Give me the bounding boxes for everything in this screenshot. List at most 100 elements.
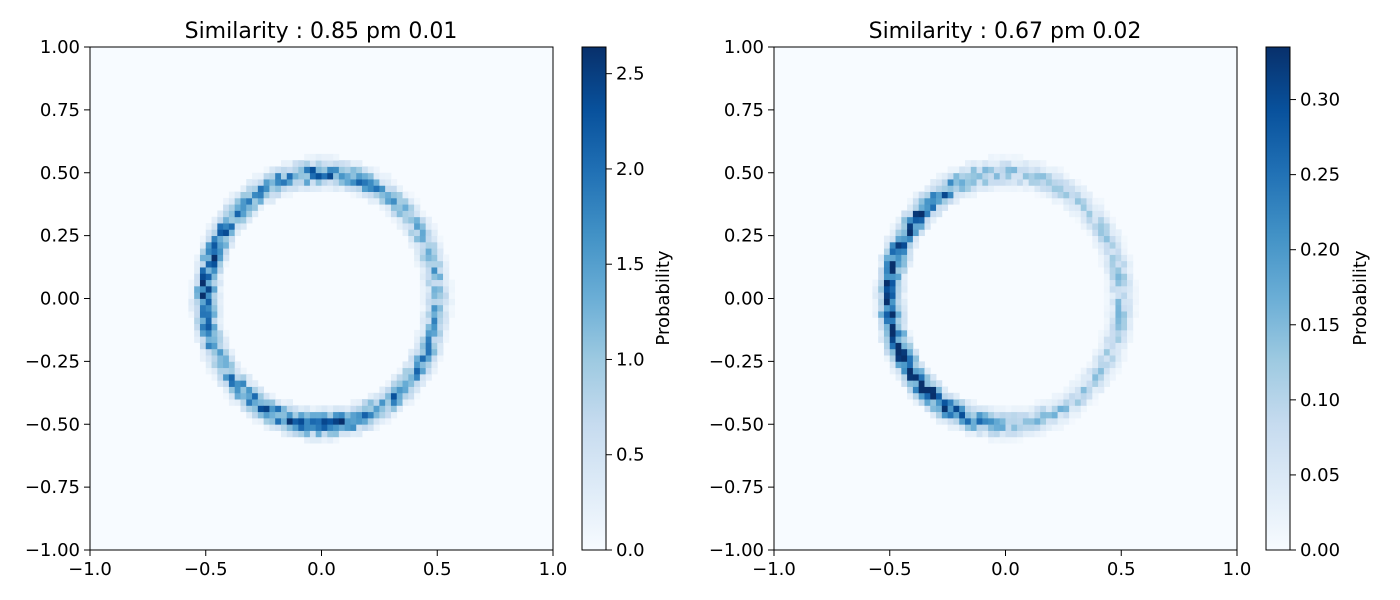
heatmap-cell — [930, 373, 937, 381]
heatmap-cell — [223, 223, 230, 230]
x-tick-label: −0.5 — [868, 559, 912, 580]
heatmap-cell — [889, 323, 896, 331]
y-tick-label: 0.75 — [724, 100, 764, 121]
heatmap-cell — [385, 172, 392, 180]
heatmap-cell — [263, 411, 270, 419]
heatmap-cell — [390, 179, 398, 186]
heatmap-cell — [1098, 361, 1105, 369]
heatmap-cell — [1115, 304, 1122, 312]
heatmap-cell — [1022, 172, 1030, 180]
heatmap-cell — [327, 166, 334, 174]
heatmap-cell — [448, 279, 456, 287]
heatmap-cell — [907, 355, 914, 362]
heatmap-cell — [912, 392, 920, 400]
heatmap-cell — [889, 273, 896, 281]
heatmap-cell — [895, 273, 902, 281]
heatmap-cell — [930, 179, 937, 186]
heatmap-cell — [194, 292, 201, 299]
heatmap-cell — [419, 317, 427, 325]
colorbar-tick-label: 0.15 — [1300, 315, 1340, 336]
heatmap-cell — [379, 399, 386, 406]
heatmap-cell — [228, 348, 236, 356]
heatmap-cell — [1028, 185, 1035, 193]
heatmap-cell — [872, 285, 879, 293]
heatmap-cell — [362, 191, 369, 199]
heatmap-cell — [390, 197, 398, 205]
heatmap-cell — [217, 279, 224, 287]
heatmap-cell — [211, 248, 218, 255]
heatmap-cell — [1092, 223, 1099, 230]
heatmap-cell — [321, 405, 328, 413]
heatmap-cell — [240, 380, 247, 387]
heatmap-cell — [402, 380, 409, 387]
heatmap-cell — [976, 424, 983, 431]
heatmap-cell — [194, 254, 201, 262]
heatmap-cell — [883, 273, 891, 281]
heatmap-cell — [988, 166, 995, 174]
heatmap-cell — [217, 254, 224, 262]
heatmap-cell — [234, 386, 241, 394]
heatmap-cell — [205, 329, 212, 337]
heatmap-cell — [889, 336, 896, 343]
heatmap-cell — [1115, 348, 1122, 356]
heatmap-cell — [292, 430, 299, 438]
heatmap-cell — [1074, 392, 1082, 400]
heatmap-cell — [356, 399, 363, 406]
heatmap-cell — [234, 210, 241, 218]
heatmap-cell — [327, 405, 334, 413]
heatmap-cell — [327, 153, 334, 161]
heatmap-cell — [309, 153, 317, 161]
heatmap-cell — [367, 172, 374, 180]
heatmap-cell — [1121, 342, 1128, 350]
heatmap-cell — [1074, 411, 1082, 419]
heatmap-cell — [292, 424, 299, 431]
heatmap-cell — [970, 405, 977, 413]
heatmap-cell — [959, 405, 966, 413]
heatmap-cell — [344, 417, 351, 425]
heatmap-cell — [280, 411, 288, 419]
heatmap-cell — [344, 405, 351, 413]
heatmap-cell — [292, 179, 299, 186]
heatmap-cell — [1086, 367, 1093, 375]
heatmap-cell — [883, 241, 891, 249]
heatmap-cell — [993, 179, 1001, 186]
heatmap-cell — [321, 417, 328, 425]
heatmap-cell — [1051, 197, 1058, 205]
heatmap-cell — [385, 380, 392, 387]
heatmap-cell — [205, 279, 212, 287]
heatmap-cell — [1109, 285, 1116, 293]
heatmap-cell — [1028, 424, 1035, 431]
heatmap-cell — [930, 399, 937, 406]
heatmap-cell — [912, 204, 920, 211]
heatmap-cell — [1046, 399, 1053, 406]
heatmap-cell — [1086, 399, 1093, 406]
heatmap-cell — [1098, 373, 1105, 381]
heatmap-cell — [344, 179, 351, 186]
heatmap-cell — [1109, 260, 1116, 268]
heatmap-cell — [1057, 417, 1064, 425]
heatmap-cell — [240, 373, 247, 381]
heatmap-cell — [878, 254, 885, 262]
heatmap-cell — [947, 424, 954, 431]
heatmap-cell — [425, 311, 432, 318]
heatmap-cell — [1086, 204, 1093, 211]
heatmap-cell — [1074, 197, 1082, 205]
heatmap-cell — [1046, 179, 1053, 186]
heatmap-cell — [918, 223, 925, 230]
heatmap-cell — [350, 172, 357, 180]
heatmap-cell — [333, 166, 340, 174]
heatmap-cell — [976, 166, 983, 174]
heatmap-cell — [333, 430, 340, 438]
y-tick-label: 0.00 — [724, 289, 764, 310]
heatmap-cell — [895, 329, 902, 337]
heatmap-cell — [252, 405, 259, 413]
heatmap-cell — [327, 172, 334, 180]
heatmap-cell — [414, 355, 421, 362]
heatmap-cell — [344, 411, 351, 419]
heatmap-cell — [1046, 185, 1053, 193]
heatmap-cell — [1121, 292, 1128, 299]
heatmap-cell — [199, 336, 207, 343]
heatmap-cell — [895, 355, 902, 362]
heatmap-cell — [907, 248, 914, 255]
heatmap-cell — [1103, 273, 1111, 281]
